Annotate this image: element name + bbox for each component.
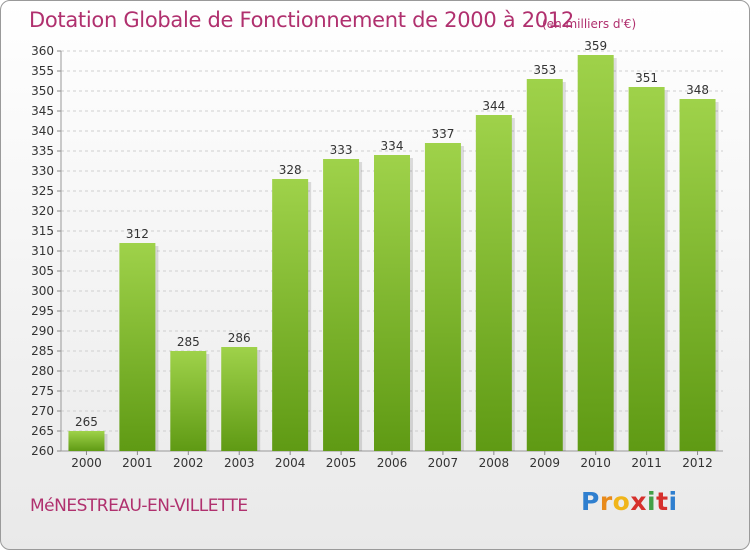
data-label: 328 xyxy=(279,163,302,177)
data-label: 334 xyxy=(381,139,404,153)
bar-2009 xyxy=(526,79,563,451)
chart-unit: (en milliers d'€) xyxy=(542,17,637,31)
x-tick-label: 2002 xyxy=(173,456,204,470)
y-tick-label: 345 xyxy=(31,104,54,118)
y-tick-label: 360 xyxy=(31,44,54,58)
y-tick-label: 290 xyxy=(31,324,54,338)
x-tick-label: 2009 xyxy=(529,456,560,470)
logo-letter: t xyxy=(656,487,669,516)
bar-2000 xyxy=(68,431,105,451)
x-tick-label: 2001 xyxy=(122,456,153,470)
proxiti-logo: Proxiti xyxy=(581,487,678,516)
labels: 260 265 270 275 280 285 290 295 300 305 310 315 320 3… xyxy=(31,39,713,470)
bar-2011 xyxy=(628,87,665,451)
y-tick-label: 300 xyxy=(31,284,54,298)
y-tick-label: 330 xyxy=(31,164,54,178)
bar-2010 xyxy=(577,55,614,451)
y-tick-label: 285 xyxy=(31,344,54,358)
bar-2007 xyxy=(424,143,461,451)
y-tick-label: 320 xyxy=(31,204,54,218)
data-label: 265 xyxy=(75,415,98,429)
logo-letter: i xyxy=(647,487,657,516)
logo-letter: o xyxy=(612,487,631,516)
bar-2003 xyxy=(221,347,258,451)
bar-2005 xyxy=(323,159,360,451)
y-tick-label: 270 xyxy=(31,404,54,418)
bars xyxy=(68,55,719,451)
logo-letter: i xyxy=(668,487,678,516)
data-label: 344 xyxy=(482,99,505,113)
y-tick-label: 280 xyxy=(31,364,54,378)
y-tick-label: 310 xyxy=(31,244,54,258)
y-tick-label: 355 xyxy=(31,64,54,78)
data-label: 348 xyxy=(686,83,709,97)
x-tick-label: 2007 xyxy=(428,456,459,470)
x-tick-label: 2005 xyxy=(326,456,357,470)
x-tick-label: 2004 xyxy=(275,456,306,470)
data-label: 359 xyxy=(584,39,607,53)
logo-letter: P xyxy=(581,487,600,516)
bar-2006 xyxy=(374,155,410,451)
logo-letter: x xyxy=(630,487,647,516)
bar-2004 xyxy=(272,179,309,451)
data-label: 286 xyxy=(228,331,251,345)
x-tick-label: 2012 xyxy=(682,456,713,470)
y-tick-label: 340 xyxy=(31,124,54,138)
y-tick-label: 265 xyxy=(31,424,54,438)
data-label: 337 xyxy=(431,127,454,141)
bar-2002 xyxy=(170,351,207,451)
x-tick-label: 2008 xyxy=(479,456,510,470)
x-tick-label: 2006 xyxy=(377,456,408,470)
y-tick-label: 275 xyxy=(31,384,54,398)
data-label: 285 xyxy=(177,335,200,349)
x-tick-label: 2003 xyxy=(224,456,255,470)
y-tick-label: 335 xyxy=(31,144,54,158)
logo-letter: r xyxy=(599,487,613,516)
x-tick-label: 2010 xyxy=(580,456,611,470)
chart-title: Dotation Globale de Fonctionnement de 20… xyxy=(29,8,574,32)
x-tick-label: 2011 xyxy=(631,456,662,470)
data-label: 353 xyxy=(533,63,556,77)
bar-2001 xyxy=(119,243,156,451)
x-tick-label: 2000 xyxy=(71,456,102,470)
y-tick-label: 315 xyxy=(31,224,54,238)
bar-2012 xyxy=(679,99,716,451)
data-label: 333 xyxy=(330,143,353,157)
y-tick-label: 260 xyxy=(31,444,54,458)
y-tick-label: 325 xyxy=(31,184,54,198)
commune-name: MéNESTREAU-EN-VILLETTE xyxy=(30,496,248,516)
data-label: 312 xyxy=(126,227,149,241)
y-tick-label: 305 xyxy=(31,264,54,278)
bar-2008 xyxy=(475,115,512,451)
data-label: 351 xyxy=(635,71,658,85)
y-tick-label: 295 xyxy=(31,304,54,318)
y-tick-label: 350 xyxy=(31,84,54,98)
